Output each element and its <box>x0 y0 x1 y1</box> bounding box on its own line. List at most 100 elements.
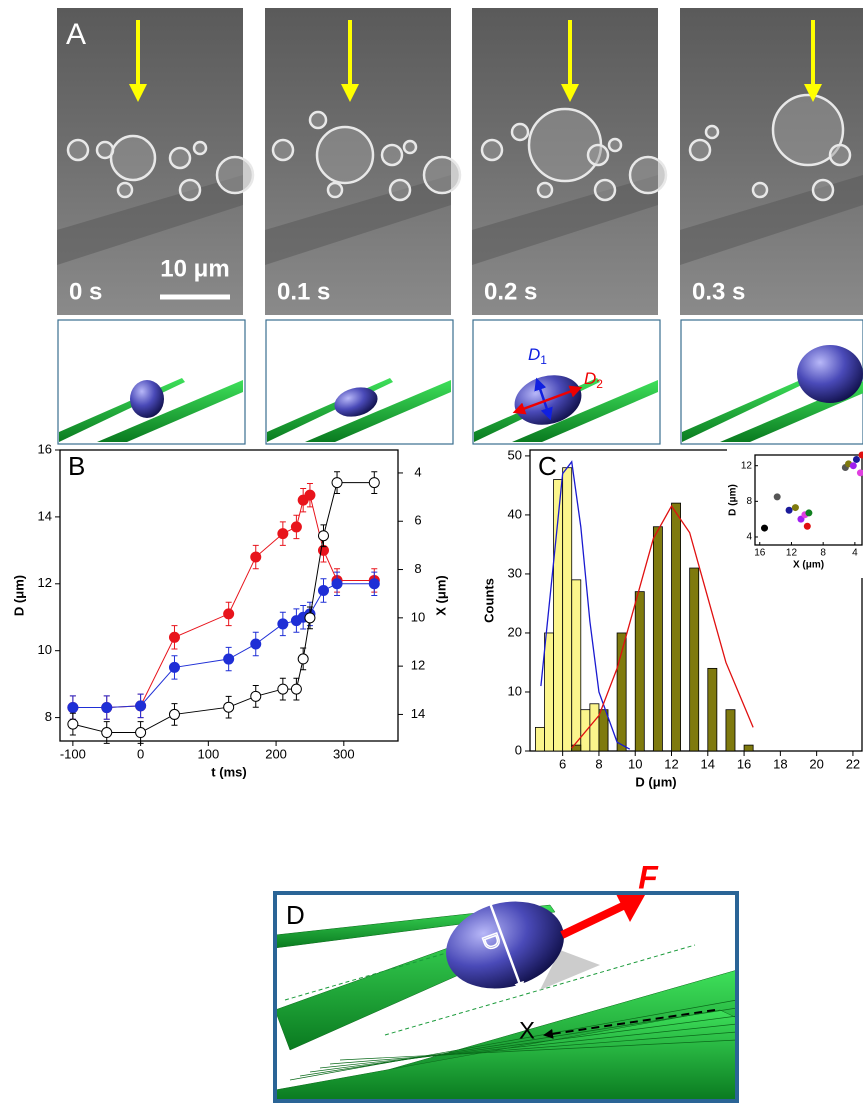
x-tick-label: 100 <box>197 746 219 761</box>
y-tick-label: 12 <box>38 575 52 590</box>
droplet <box>404 141 416 153</box>
droplet <box>317 127 373 183</box>
figure: 0 s0.1 s0.2 s0.3 sA10 μmD1D2-10001002003… <box>0 0 863 1105</box>
droplet <box>180 180 200 200</box>
y-tick-label: 12 <box>741 460 753 471</box>
droplet <box>97 142 113 158</box>
x-tick-label: 16 <box>754 548 766 559</box>
x-tick-label: 14 <box>701 756 715 771</box>
droplet <box>217 157 253 193</box>
marker <box>318 585 328 595</box>
droplet <box>170 148 190 168</box>
subscript: 1 <box>540 353 547 367</box>
y-tick-label: 20 <box>508 624 522 639</box>
droplet <box>273 140 293 160</box>
droplet <box>609 139 621 151</box>
point <box>853 456 860 463</box>
y2-axis-label: X (μm) <box>433 575 448 615</box>
marker <box>291 522 301 532</box>
droplet <box>382 145 402 165</box>
y-tick-label: 40 <box>508 506 522 521</box>
droplet <box>588 145 608 165</box>
marker <box>332 478 342 488</box>
time-label: 0.1 s <box>277 278 330 305</box>
y-axis-label: D (μm) <box>728 484 739 516</box>
bar <box>708 668 717 751</box>
page: 0 s0.1 s0.2 s0.3 sA10 μmD1D2-10001002003… <box>0 0 863 1105</box>
bar <box>690 568 699 751</box>
y-tick-label: 10 <box>38 642 52 657</box>
point <box>774 493 781 500</box>
y2-tick-label: 6 <box>414 513 421 528</box>
x-axis-label: D (μm) <box>635 774 676 789</box>
y-tick-label: 30 <box>508 565 522 580</box>
droplet <box>830 145 850 165</box>
bar <box>535 727 544 751</box>
point <box>792 504 799 511</box>
x-tick-label: 200 <box>265 746 287 761</box>
position-label: X <box>519 1017 535 1044</box>
x-tick-label: 8 <box>595 756 602 771</box>
droplet <box>813 180 833 200</box>
marker <box>136 701 146 711</box>
x-tick-label: 10 <box>628 756 642 771</box>
bar <box>581 710 590 751</box>
series-line <box>73 584 374 708</box>
droplet <box>111 136 155 180</box>
droplet <box>706 126 718 138</box>
droplet <box>390 180 410 200</box>
marker <box>369 478 379 488</box>
droplet <box>595 180 615 200</box>
x-axis-label: t (ms) <box>211 764 246 779</box>
y-tick-label: 8 <box>45 709 52 724</box>
bar <box>563 468 572 751</box>
y-axis-label: Counts <box>481 578 496 623</box>
marker <box>169 709 179 719</box>
marker <box>305 613 315 623</box>
marker <box>224 654 234 664</box>
y2-tick-label: 4 <box>414 464 421 479</box>
bar <box>599 710 608 751</box>
x-tick-label: 4 <box>852 548 858 559</box>
bar <box>545 633 554 751</box>
y-tick-label: 4 <box>746 532 752 543</box>
droplet <box>424 157 460 193</box>
point <box>805 509 812 516</box>
panel-d <box>275 889 737 1101</box>
marker <box>278 619 288 629</box>
marker <box>332 579 342 589</box>
force-label: F <box>638 859 659 895</box>
y-tick-label: 14 <box>38 508 52 523</box>
marker <box>102 728 112 738</box>
marker <box>102 703 112 713</box>
y-tick-label: 0 <box>515 742 522 757</box>
x-tick-label: -100 <box>60 746 86 761</box>
marker <box>68 703 78 713</box>
panel-label: D <box>286 900 305 930</box>
time-label: 0.3 s <box>692 278 745 305</box>
bar <box>635 592 644 751</box>
y-tick-label: 16 <box>38 441 52 456</box>
series-line <box>73 483 374 733</box>
point <box>786 507 793 514</box>
y-tick-label: 10 <box>508 683 522 698</box>
marker <box>136 728 146 738</box>
droplet <box>310 112 326 128</box>
panel-label: C <box>538 451 557 481</box>
marker <box>251 639 261 649</box>
x-tick-label: 16 <box>737 756 751 771</box>
marker <box>251 552 261 562</box>
y2-tick-label: 14 <box>411 706 425 721</box>
x-tick-label: 12 <box>786 548 798 559</box>
subscript: 2 <box>596 377 603 391</box>
marker <box>305 490 315 500</box>
marker <box>318 531 328 541</box>
x-tick-label: 0 <box>137 746 144 761</box>
x-tick-label: 8 <box>820 548 826 559</box>
x-tick-label: 300 <box>333 746 355 761</box>
y2-tick-label: 8 <box>414 561 421 576</box>
droplet <box>630 157 666 193</box>
marker <box>298 654 308 664</box>
scale-bar-label: 10 μm <box>160 255 229 282</box>
